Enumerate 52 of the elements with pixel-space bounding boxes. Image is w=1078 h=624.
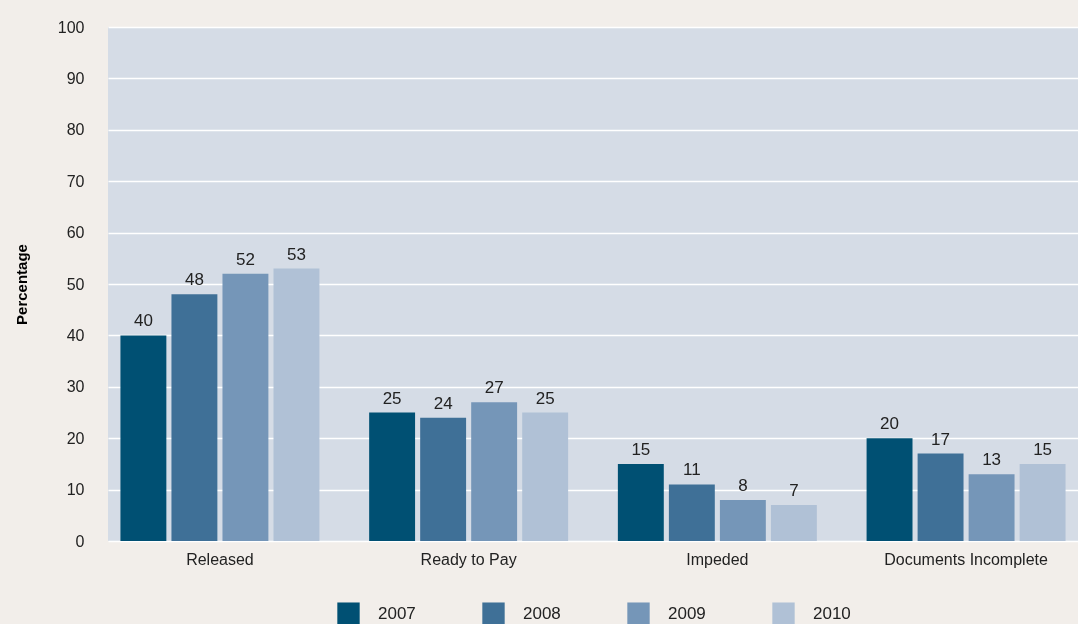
y-tick-label: 40 <box>66 326 85 344</box>
legend-label: 2010 <box>813 603 851 623</box>
bar <box>968 474 1015 541</box>
data-label: 8 <box>738 475 748 495</box>
x-tick-label: Documents Incomplete <box>884 550 1048 568</box>
data-label: 25 <box>535 388 555 408</box>
y-tick-label: 100 <box>57 18 85 36</box>
y-tick-label: 0 <box>75 532 85 550</box>
data-label: 53 <box>286 244 306 264</box>
bar <box>719 499 766 541</box>
legend-label: 2009 <box>668 603 706 623</box>
data-label: 25 <box>382 388 402 408</box>
data-label: 15 <box>1033 439 1053 459</box>
y-axis-title: Percentage <box>12 244 30 325</box>
bar <box>171 294 218 541</box>
data-label: 48 <box>184 270 204 290</box>
bar <box>917 453 964 541</box>
data-label: 15 <box>631 439 651 459</box>
y-tick-label: 60 <box>66 224 85 242</box>
y-tick-label: 10 <box>66 481 85 499</box>
y-tick-label: 20 <box>66 429 85 447</box>
x-tick-label: Impeded <box>686 550 749 568</box>
bar <box>522 412 569 541</box>
y-tick-label: 70 <box>66 172 85 190</box>
bar <box>617 463 664 541</box>
legend-label: 2008 <box>523 603 561 623</box>
bar <box>369 412 416 541</box>
bar <box>770 505 817 541</box>
bar <box>120 335 167 541</box>
bar <box>222 273 269 541</box>
y-tick-label: 50 <box>66 275 85 293</box>
bar <box>668 484 715 541</box>
data-label: 20 <box>880 414 900 434</box>
data-label: 40 <box>133 311 153 331</box>
data-label: 7 <box>789 481 799 501</box>
bar <box>1019 463 1066 541</box>
bar <box>866 438 913 541</box>
bar <box>420 417 467 541</box>
bar <box>471 402 518 541</box>
data-label: 52 <box>235 249 255 269</box>
x-tick-label: Ready to Pay <box>420 550 517 568</box>
data-label: 17 <box>931 429 951 449</box>
data-label: 24 <box>433 393 453 413</box>
bar <box>273 268 320 541</box>
y-tick-label: 80 <box>66 121 85 139</box>
legend-label: 2007 <box>378 603 416 623</box>
y-tick-label: 90 <box>66 69 85 87</box>
data-label: 11 <box>683 460 701 480</box>
data-label: 27 <box>484 378 504 398</box>
x-tick-label: Released <box>186 550 254 568</box>
data-label: 13 <box>982 450 1002 470</box>
y-tick-label: 30 <box>66 378 85 396</box>
